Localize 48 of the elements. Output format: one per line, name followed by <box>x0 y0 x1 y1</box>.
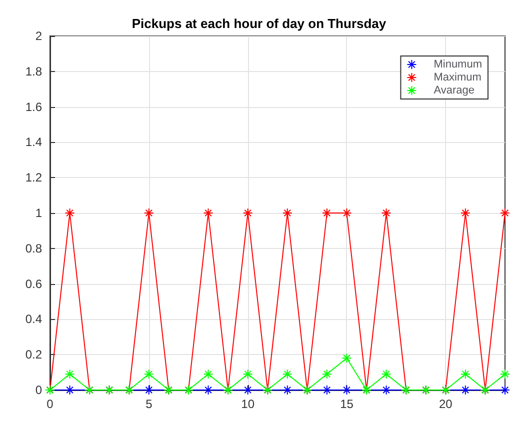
point <box>500 208 510 218</box>
legend-label: Minumum <box>434 58 482 70</box>
y-tick-label: 1.6 <box>25 100 42 114</box>
x-tick-label: 10 <box>241 397 255 411</box>
point <box>322 369 332 380</box>
point <box>322 208 332 218</box>
y-tick-label: 1.4 <box>25 135 42 150</box>
chart-title: Pickups at each hour of day on Thursday <box>132 16 387 31</box>
point <box>282 369 292 380</box>
point <box>144 369 154 380</box>
x-tick-label: 20 <box>438 397 453 411</box>
y-tick-label: 0 <box>35 383 42 397</box>
y-tick-label: 0.2 <box>25 348 42 362</box>
point <box>282 385 292 395</box>
point <box>144 385 154 395</box>
point <box>203 385 214 395</box>
y-tick-label: 0.6 <box>25 276 42 291</box>
point <box>64 208 75 218</box>
y-tick-label: 0.4 <box>25 312 42 326</box>
point <box>203 369 214 380</box>
point <box>500 369 510 380</box>
point <box>342 208 352 218</box>
x-tick-label: 15 <box>340 397 354 411</box>
point <box>64 385 75 395</box>
point <box>282 208 292 218</box>
point <box>242 369 253 380</box>
point <box>64 369 75 380</box>
point <box>381 369 392 380</box>
point <box>242 385 253 395</box>
y-tick-label: 2 <box>35 29 42 43</box>
point <box>460 369 470 380</box>
x-tick-label: 5 <box>146 397 153 411</box>
point <box>144 208 154 218</box>
point <box>381 385 392 395</box>
y-tick-label: 1.2 <box>25 170 42 185</box>
y-tick-label: 1 <box>35 206 42 220</box>
point <box>381 208 392 218</box>
y-tick-label: 1.8 <box>25 64 42 78</box>
point <box>342 353 352 364</box>
point <box>242 208 253 218</box>
point <box>342 385 352 395</box>
y-tick-label: 0.8 <box>25 241 42 256</box>
point <box>460 208 470 218</box>
point <box>500 385 510 395</box>
x-tick-label: 0 <box>46 397 54 411</box>
point <box>203 208 214 218</box>
legend-label: Maximum <box>434 72 482 84</box>
legend-label: Avarage <box>434 84 474 96</box>
